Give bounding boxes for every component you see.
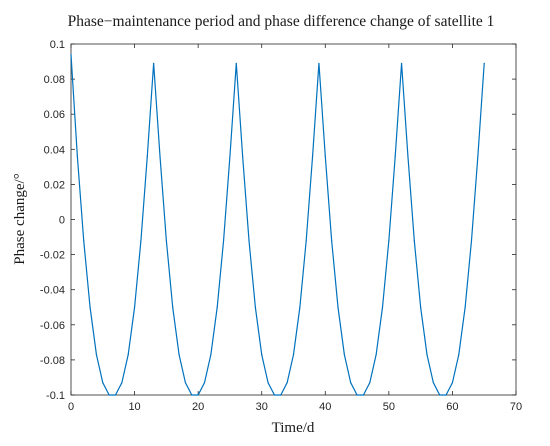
ticks-layer: 0 10 20 30 40 50 60 70 0.1 0.08 0.06 0.04 0.02 0 -0.02… bbox=[40, 39, 522, 413]
data-point bbox=[407, 155, 409, 157]
x-tick-label: 50 bbox=[383, 401, 395, 413]
data-point bbox=[153, 62, 155, 64]
data-point bbox=[381, 306, 384, 308]
data-point bbox=[400, 62, 403, 64]
data-point bbox=[178, 354, 180, 356]
data-point bbox=[194, 394, 196, 396]
data-point bbox=[318, 62, 320, 64]
data-point bbox=[337, 306, 339, 308]
x-tick-label: 60 bbox=[446, 401, 458, 413]
data-point bbox=[95, 354, 98, 356]
x-tick-label: 10 bbox=[128, 401, 140, 413]
data-point bbox=[273, 394, 276, 396]
data-point bbox=[442, 394, 444, 396]
x-tick-label: 70 bbox=[510, 401, 522, 413]
data-point bbox=[292, 354, 295, 356]
data-point bbox=[299, 306, 301, 308]
data-point bbox=[89, 306, 91, 308]
data-point bbox=[451, 382, 454, 384]
data-point bbox=[111, 394, 113, 396]
data-point bbox=[439, 394, 441, 396]
data-point bbox=[324, 155, 326, 157]
y-tick-label: 0.02 bbox=[44, 179, 65, 191]
data-point bbox=[197, 394, 199, 396]
plot-area bbox=[70, 43, 517, 396]
data-point bbox=[432, 382, 434, 384]
y-tick-label: -0.02 bbox=[40, 250, 65, 262]
y-tick-label: 0.08 bbox=[44, 74, 65, 86]
data-point bbox=[420, 306, 422, 308]
data-point bbox=[356, 394, 358, 396]
x-axis-label: Time/d bbox=[272, 420, 315, 436]
data-point bbox=[191, 394, 193, 396]
data-point bbox=[242, 155, 244, 157]
data-point bbox=[127, 354, 129, 356]
data-point bbox=[70, 53, 72, 56]
data-point bbox=[203, 382, 206, 384]
x-tick-label: 40 bbox=[319, 401, 331, 413]
data-point bbox=[140, 239, 142, 242]
data-point bbox=[305, 239, 307, 242]
data-point bbox=[216, 306, 218, 308]
data-point bbox=[261, 354, 263, 356]
data-point bbox=[331, 239, 333, 242]
x-tick-label: 30 bbox=[256, 401, 268, 413]
data-point bbox=[369, 382, 371, 384]
data-point bbox=[133, 306, 136, 308]
data-point bbox=[76, 155, 78, 157]
data-point bbox=[280, 394, 282, 396]
x-tick-label: 0 bbox=[68, 401, 74, 413]
data-point bbox=[108, 394, 110, 396]
data-point bbox=[165, 239, 167, 242]
data-point bbox=[229, 155, 231, 157]
data-point bbox=[445, 394, 447, 396]
data-point bbox=[102, 382, 104, 384]
data-point bbox=[172, 306, 174, 308]
data-point bbox=[350, 382, 352, 384]
data-point bbox=[235, 62, 237, 64]
data-point bbox=[248, 239, 250, 242]
data-point bbox=[413, 239, 415, 242]
data-point bbox=[477, 155, 479, 157]
data-point bbox=[222, 239, 225, 242]
data-point bbox=[311, 155, 314, 157]
data-point bbox=[286, 382, 288, 384]
data-point bbox=[458, 354, 460, 356]
data-point bbox=[388, 239, 390, 242]
data-point bbox=[426, 354, 428, 356]
data-point bbox=[483, 62, 485, 64]
data-point bbox=[464, 306, 466, 308]
chart-title: Phase−maintenance period and phase diffe… bbox=[68, 13, 495, 30]
data-point bbox=[210, 354, 212, 356]
data-point bbox=[114, 394, 117, 396]
data-point bbox=[184, 382, 187, 384]
y-tick-label: 0 bbox=[59, 215, 65, 227]
data-point bbox=[359, 394, 361, 396]
points-layer bbox=[70, 53, 485, 396]
y-tick-label: -0.1 bbox=[46, 390, 65, 402]
x-tick-label: 20 bbox=[192, 401, 204, 413]
y-tick-label: 0.1 bbox=[50, 39, 65, 51]
y-axis-label: Phase change/° bbox=[12, 173, 28, 264]
data-point bbox=[470, 239, 473, 242]
y-tick-label: 0.04 bbox=[44, 144, 65, 156]
data-point bbox=[375, 354, 377, 356]
data-point bbox=[394, 155, 396, 157]
y-tick-label: -0.06 bbox=[40, 320, 65, 332]
data-point bbox=[159, 155, 161, 157]
data-point bbox=[277, 394, 279, 396]
y-tick-label: 0.06 bbox=[44, 109, 65, 121]
data-point bbox=[343, 354, 345, 356]
data-point bbox=[121, 382, 123, 384]
data-point bbox=[267, 382, 269, 384]
data-point bbox=[83, 239, 85, 242]
y-tick-label: -0.08 bbox=[40, 355, 65, 367]
data-point bbox=[254, 306, 256, 308]
data-point bbox=[146, 155, 148, 157]
y-tick-label: -0.04 bbox=[40, 285, 65, 297]
data-point bbox=[362, 394, 365, 396]
